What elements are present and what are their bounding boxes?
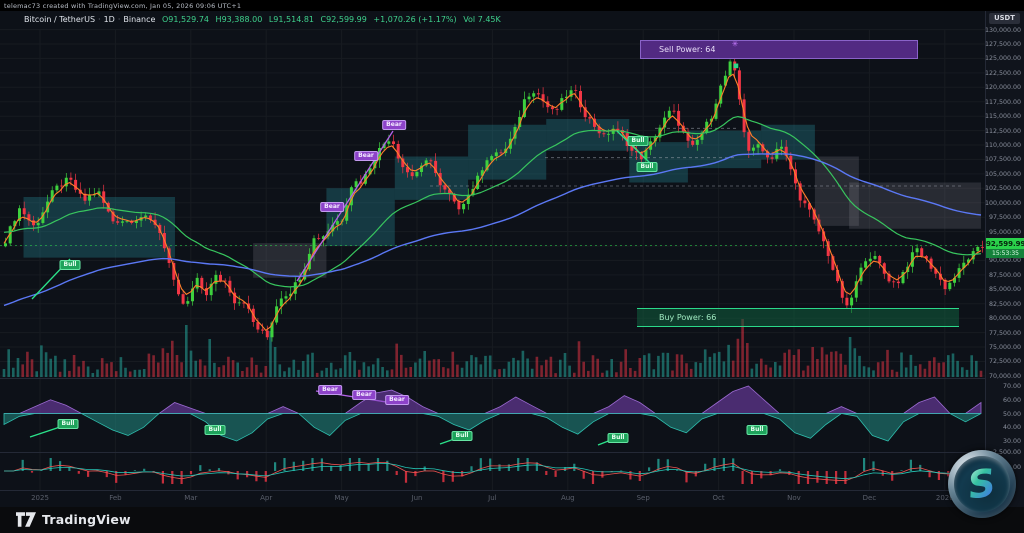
buy-power-banner[interactable]: Buy Power: 66	[637, 308, 959, 327]
panel-separator[interactable]	[0, 452, 985, 453]
time-axis-label: Aug	[560, 494, 575, 502]
bull-pill[interactable]: Bull	[636, 162, 658, 172]
price-axis-label: 130,000.00	[984, 26, 1021, 34]
ohlc-high: H93,388.00	[215, 15, 263, 24]
time-axis-label: Nov	[787, 494, 801, 502]
sell-power-banner[interactable]: Sell Power: 64	[640, 40, 918, 59]
bull-pill[interactable]: Bull	[746, 425, 768, 435]
price-axis-label: 80,000.00	[988, 315, 1021, 323]
price-axis-label: 107,500.00	[984, 156, 1021, 164]
exchange-label: Binance	[123, 15, 156, 24]
price-axis-label: 112,500.00	[984, 127, 1021, 135]
oscillator-axis-label: 40.00	[1002, 424, 1021, 432]
oscillator-axis-label: 50.00	[1002, 410, 1021, 418]
currency-toggle-button[interactable]: USDT	[989, 13, 1020, 24]
last-price-value: 92,599.99	[986, 238, 1024, 249]
volume-value: Vol 7.45K	[463, 15, 501, 24]
time-axis-label: Mar	[184, 494, 198, 502]
bear-pill[interactable]: Bear	[318, 385, 342, 395]
swirl-icon: S	[965, 460, 999, 508]
price-axis-label: 90,000.00	[988, 257, 1021, 265]
attribution-bar: telemac73 created with TradingView.com, …	[0, 0, 1024, 11]
price-axis-label: 102,500.00	[984, 185, 1021, 193]
bear-pill[interactable]: Bear	[352, 390, 376, 400]
sell-power-label: Sell Power: 64	[659, 45, 716, 54]
footer-bar: TradingView	[0, 507, 1024, 533]
time-axis-label: Feb	[109, 494, 122, 502]
price-axis[interactable]: USDT 92,599.99 15:53:35 130,000.00 127,50…	[985, 11, 1024, 507]
watermark-logo-badge: S	[948, 450, 1016, 518]
bear-pill[interactable]: Bear	[382, 120, 406, 130]
price-axis-label: 82,500.00	[988, 300, 1021, 308]
oscillator-axis-label: 70.00	[1002, 383, 1021, 390]
time-axis-label: May	[334, 494, 349, 502]
price-axis-label: 127,500.00	[984, 41, 1021, 48]
panel-separator[interactable]	[0, 378, 985, 379]
price-axis-label: 120,000.00	[984, 84, 1021, 92]
sell-signal-icon[interactable]: ✳	[731, 39, 739, 49]
time-axis-label: Sep	[636, 494, 650, 502]
price-axis-label: 75,000.00	[988, 344, 1021, 352]
symbol-name[interactable]: Bitcoin / TetherUS	[24, 15, 96, 24]
bull-pill[interactable]: Bull	[607, 433, 629, 443]
price-axis-label: 95,000.00	[988, 228, 1021, 236]
buy-power-label: Buy Power: 66	[659, 313, 717, 322]
oscillator-axis-label: 60.00	[1002, 396, 1021, 404]
price-axis-label: 97,500.00	[988, 214, 1021, 222]
time-axis-label: Apr	[260, 494, 273, 502]
time-axis-label: Dec	[862, 494, 877, 502]
buy-signal-icon[interactable]: ■	[733, 62, 739, 70]
price-axis-label: 77,500.00	[988, 329, 1021, 337]
bull-pill[interactable]: Bull	[627, 136, 649, 146]
price-axis-label: 87,500.00	[988, 271, 1021, 279]
time-axis-label: Jul	[488, 494, 497, 502]
tradingview-wordmark: TradingView	[42, 512, 131, 527]
interval-label[interactable]: 1D	[103, 15, 115, 24]
bear-pill[interactable]: Bear	[354, 151, 378, 161]
time-axis-label: Jun	[411, 494, 423, 502]
bar-countdown: 15:53:35	[986, 249, 1024, 258]
price-axis-label: 125,000.00	[984, 55, 1021, 63]
time-axis-label: Oct	[712, 494, 725, 502]
macd-axis-label: 0.00	[1006, 464, 1021, 471]
macd-axis-label: 2,500.00	[992, 449, 1021, 456]
price-axis-label: 72,500.00	[988, 358, 1021, 366]
bull-pill[interactable]: Bull	[57, 419, 79, 429]
price-axis-label: 117,500.00	[984, 98, 1021, 106]
last-price-tag: 92,599.99 15:53:35	[986, 238, 1024, 258]
bull-pill[interactable]: Bull	[204, 425, 226, 435]
price-axis-label: 110,000.00	[984, 142, 1021, 149]
price-axis-label: 85,000.00	[988, 286, 1021, 294]
ohlc-open: O91,529.74	[161, 15, 209, 24]
price-axis-label: 122,500.00	[984, 69, 1021, 77]
ohlc-low: L91,514.81	[268, 15, 314, 24]
price-axis-label: 105,000.00	[984, 170, 1021, 178]
ohlc-close: C92,599.99	[320, 15, 367, 24]
time-axis-label: 2025	[31, 494, 49, 502]
bear-pill[interactable]: Bear	[320, 202, 344, 212]
tradingview-logo-icon	[16, 512, 36, 527]
price-axis-label: 70,000.00	[988, 372, 1021, 380]
bull-pill[interactable]: Bull	[451, 431, 473, 441]
tradingview-logo[interactable]: TradingView	[16, 512, 131, 527]
bull-pill[interactable]: Bull	[59, 260, 81, 270]
attribution-text: telemac73 created with TradingView.com, …	[4, 2, 242, 10]
price-axis-label: 115,000.00	[984, 113, 1021, 121]
symbol-legend[interactable]: Bitcoin / TetherUS · 1D · Binance O91,529.74…	[24, 15, 501, 24]
time-axis-label: 2026	[935, 494, 954, 502]
oscillator-axis-label: 30.00	[1002, 438, 1021, 445]
price-axis-label: 100,000.00	[984, 199, 1021, 207]
bear-pill[interactable]: Bear	[385, 395, 409, 405]
price-change: +1,070.26 (+1.17%)	[373, 15, 457, 24]
time-axis-separator	[0, 490, 985, 491]
